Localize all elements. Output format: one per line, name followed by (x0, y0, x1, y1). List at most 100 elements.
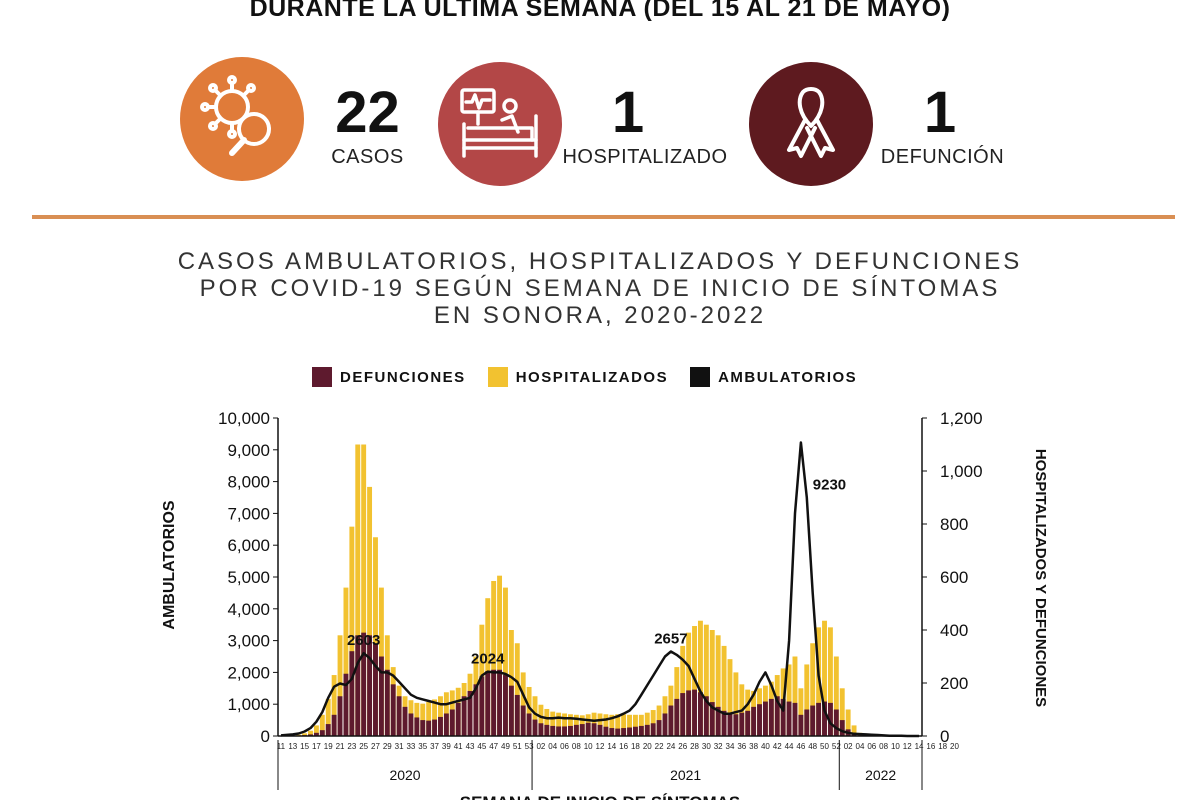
bar-defunciones (839, 720, 845, 736)
left-tick-label: 6,000 (227, 536, 270, 555)
x-tick-label: 14 (607, 742, 616, 751)
bar-defunciones (751, 706, 757, 736)
x-tick-label: 53 (525, 742, 534, 751)
x-axis-title: SEMANA DE INICIO DE SÍNTOMAS (460, 793, 741, 800)
bar-hospitalizados (420, 703, 426, 736)
deaths-circle (749, 62, 873, 186)
bar-defunciones (331, 714, 337, 736)
year-label: 2020 (389, 767, 420, 783)
x-tick-label: 32 (714, 742, 723, 751)
hospital-bed-icon (460, 88, 538, 158)
bar-defunciones (632, 726, 638, 736)
bar-hospitalizados (337, 635, 343, 736)
bar-defunciones (591, 723, 597, 736)
chart-title: CASOS AMBULATORIOS, HOSPITALIZADOS Y DEF… (0, 248, 1200, 329)
bar-hospitalizados (550, 711, 556, 736)
line-ambulatorios (280, 441, 919, 738)
bar-hospitalizados (544, 708, 550, 736)
x-tick-label: 38 (749, 742, 758, 751)
bar-hospitalizados (497, 575, 503, 736)
bar-defunciones (662, 713, 668, 736)
bar-hospitalizados (733, 672, 739, 736)
x-tick-label: 43 (466, 742, 475, 751)
chart-title-line-2: POR COVID-19 SEGÚN SEMANA DE INICIO DE S… (199, 275, 1001, 302)
bar-defunciones (774, 696, 780, 736)
bar-defunciones (367, 635, 373, 736)
x-tick-label: 13 (288, 742, 297, 751)
bar-hospitalizados (615, 714, 621, 736)
bar-defunciones (390, 684, 396, 736)
x-tick-label: 48 (808, 742, 817, 751)
x-tick-label: 23 (347, 742, 356, 751)
bar-hospitalizados (792, 656, 798, 736)
bar-hospitalizados (367, 486, 373, 736)
x-tick-label: 46 (796, 742, 805, 751)
bar-hospitalizados (308, 730, 313, 736)
bar-hospitalizados (721, 645, 727, 736)
ribbon-icon (787, 87, 835, 158)
bar-defunciones (361, 632, 367, 736)
bar-hospitalizados (343, 587, 349, 736)
legend-label-ambulatorios: AMBULATORIOS (718, 368, 858, 386)
bar-hospitalizados (715, 635, 721, 736)
annotation-label: 2603 (347, 632, 380, 649)
bar-hospitalizados (839, 688, 845, 736)
bar-defunciones (308, 734, 313, 736)
bar-hospitalizados (697, 620, 703, 736)
x-tick-label: 15 (300, 742, 309, 751)
x-tick-label: 18 (938, 742, 947, 751)
right-tick-label: 200 (940, 674, 968, 693)
bar-defunciones (544, 724, 550, 736)
bar-hospitalizados (603, 714, 609, 736)
bar-defunciones (550, 725, 556, 736)
x-tick-label: 30 (702, 742, 711, 751)
bar-defunciones (508, 685, 514, 736)
bar-defunciones (638, 725, 644, 736)
bar-hospitalizados (851, 725, 857, 736)
bar-defunciones (733, 714, 739, 736)
bar-defunciones (603, 726, 609, 736)
left-tick-label: 8,000 (227, 473, 270, 492)
x-tick-label: 11 (277, 742, 286, 751)
bar-hospitalizados (514, 643, 520, 736)
x-tick-label: 29 (383, 742, 392, 751)
right-tick-label: 0 (940, 727, 949, 746)
x-tick-label: 27 (371, 742, 380, 751)
bar-hospitalizados (845, 709, 851, 736)
hospitalized-circle (438, 62, 562, 186)
bar-hospitalizados (638, 714, 644, 736)
bar-defunciones (313, 732, 319, 736)
x-tick-label: 12 (903, 742, 912, 751)
bar-defunciones (762, 701, 768, 736)
bar-defunciones (414, 717, 420, 736)
bar-hospitalizados (804, 664, 810, 736)
bar-defunciones (378, 656, 384, 736)
bar-hospitalizados (432, 699, 438, 736)
bar-hospitalizados (822, 620, 827, 736)
bar-defunciones (520, 705, 526, 736)
bar-defunciones (449, 709, 455, 736)
bar-defunciones (384, 669, 390, 736)
bar-defunciones (833, 709, 839, 736)
annotation-label: 2024 (471, 651, 505, 668)
x-tick-label: 14 (915, 742, 924, 751)
bar-hospitalizados (508, 630, 514, 736)
bar-hospitalizados (485, 598, 491, 736)
x-tick-label: 45 (477, 742, 486, 751)
x-tick-label: 04 (856, 742, 865, 751)
right-tick-label: 400 (940, 621, 968, 640)
bar-hospitalizados (709, 630, 715, 736)
bar-defunciones (408, 713, 414, 736)
x-tick-label: 39 (442, 742, 451, 751)
bar-defunciones (798, 714, 804, 736)
legend-swatch-hospitalizados (487, 367, 508, 387)
bar-defunciones (804, 709, 810, 736)
x-tick-label: 16 (926, 742, 935, 751)
bar-hospitalizados (650, 710, 656, 736)
bar-defunciones (745, 710, 751, 736)
bar-hospitalizados (632, 714, 638, 736)
bar-hospitalizados (361, 444, 367, 736)
bar-hospitalizados (313, 725, 319, 736)
x-tick-label: 21 (336, 742, 345, 751)
bar-hospitalizados (568, 714, 573, 736)
